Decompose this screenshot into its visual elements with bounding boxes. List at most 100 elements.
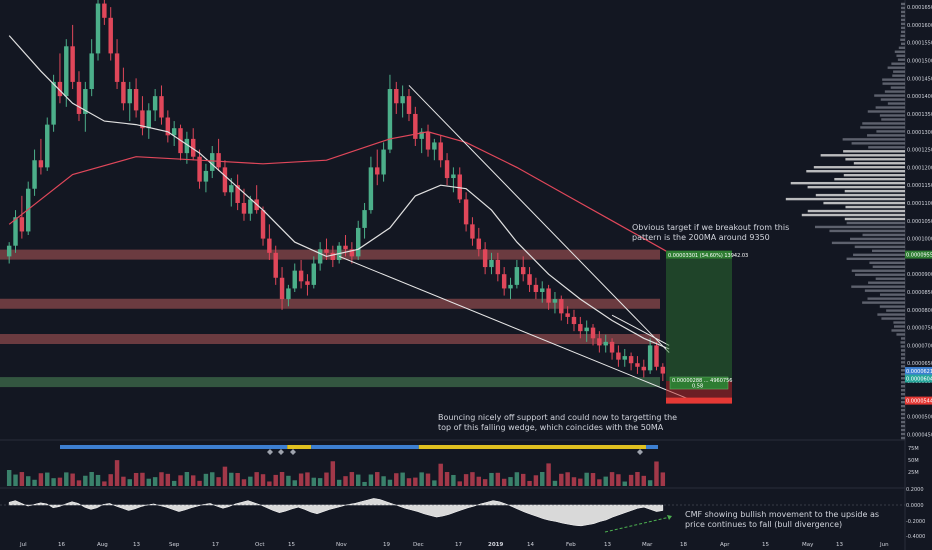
- candle-body: [317, 249, 323, 264]
- candle-body: [292, 270, 297, 289]
- profile-bar: [901, 389, 905, 392]
- volume-bar: [578, 478, 583, 486]
- profile-bar: [879, 305, 905, 308]
- volume-bar: [83, 475, 88, 486]
- candle-body: [647, 345, 653, 371]
- profile-bar: [901, 14, 905, 18]
- volume-bar: [311, 477, 317, 486]
- volume-bar: [127, 479, 132, 486]
- volume-bar: [203, 473, 209, 486]
- volume-bar: [324, 472, 329, 486]
- profile-bar: [901, 396, 905, 400]
- wedge-line: [611, 314, 670, 346]
- target-zone: [666, 254, 732, 382]
- volume-bar: [489, 472, 494, 486]
- volume-bar: [540, 472, 545, 486]
- volume-bar: [159, 472, 164, 486]
- volume-marker: [267, 449, 273, 455]
- candle-body: [438, 142, 443, 161]
- volume-bar: [248, 476, 253, 486]
- candle-body: [425, 131, 431, 150]
- profile-bar: [874, 94, 905, 97]
- candle-body: [508, 284, 513, 289]
- volume-bar: [298, 473, 304, 486]
- profile-bar: [900, 337, 905, 340]
- candle-body: [13, 217, 18, 246]
- volume-bar: [584, 472, 589, 486]
- profile-bar: [877, 313, 905, 316]
- price-tick: 0.00004500: [907, 432, 932, 438]
- candle-body: [527, 274, 532, 285]
- volume-bar: [387, 479, 393, 486]
- volume-tick: 75M: [908, 446, 919, 452]
- profile-bar: [901, 393, 905, 396]
- price-tick: 0.00014000: [907, 94, 932, 100]
- volume-bar: [628, 474, 634, 486]
- price-tick: 0.00015500: [907, 41, 932, 47]
- volume-bar: [57, 477, 63, 486]
- candle-body: [146, 110, 152, 129]
- price-tick: 0.00008500: [907, 290, 932, 296]
- price-tag-box: [905, 396, 932, 405]
- volume-bar: [406, 478, 412, 486]
- profile-bar: [881, 317, 905, 320]
- profile-bar: [875, 277, 905, 280]
- price-tag-box: [905, 374, 932, 383]
- candle-body: [584, 327, 589, 332]
- volume-bar: [121, 476, 126, 486]
- price-tick: 0.00010500: [907, 219, 932, 225]
- position-tool[interactable]: 0.00003301 (54.60%) 13942.03 0.00000288 .…: [666, 250, 748, 404]
- profile-bar: [882, 78, 905, 81]
- profile-bar: [831, 241, 905, 245]
- volume-bar: [444, 472, 450, 486]
- profile-bar: [853, 253, 905, 257]
- profile-bar: [887, 66, 905, 69]
- profile-bar: [846, 257, 905, 261]
- volume-bar: [641, 475, 647, 486]
- volume-bar: [89, 472, 94, 486]
- candle-body: [140, 110, 145, 129]
- candle-body: [184, 138, 190, 154]
- candle-body: [400, 96, 405, 104]
- volume-bar: [114, 460, 120, 486]
- time-tick: 15: [288, 542, 295, 548]
- candle-body: [552, 299, 558, 303]
- target-note: Obvious target if we breakout from this …: [632, 223, 790, 242]
- profile-bar: [891, 329, 905, 332]
- profile-bar: [901, 22, 905, 26]
- profile-bar: [867, 297, 905, 300]
- volume-tick: 50M: [908, 458, 919, 464]
- volume-bar: [305, 472, 310, 486]
- cmf-tick: 0.0000: [906, 503, 924, 509]
- profile-bar: [893, 325, 905, 328]
- trend-bar-segment: [311, 445, 419, 449]
- volume-bar: [254, 472, 259, 486]
- resistance-zone: [0, 334, 660, 345]
- volume-bar: [463, 474, 469, 486]
- profile-bar: [867, 110, 905, 113]
- volume-bar: [654, 461, 659, 486]
- candle-body: [273, 252, 278, 278]
- candle-body: [152, 96, 158, 111]
- volume-bar: [178, 475, 183, 486]
- candle-body: [628, 356, 634, 364]
- candle-body: [267, 238, 272, 253]
- candle-body: [38, 160, 44, 168]
- volume-bar: [216, 477, 221, 486]
- candle-body: [102, 3, 107, 18]
- profile-bar: [891, 62, 905, 65]
- candle-body: [635, 363, 640, 367]
- time-tick: Sep: [169, 542, 180, 548]
- volume-bar: [355, 474, 361, 486]
- volume-bar: [394, 473, 399, 486]
- candle-body: [495, 259, 501, 275]
- trend-bar-segment: [287, 445, 312, 449]
- volume-bar: [32, 479, 37, 486]
- profile-bar: [901, 424, 905, 428]
- cmf-tick: -0.2000: [906, 519, 925, 525]
- candle-body: [311, 263, 317, 285]
- time-tick: Mar: [642, 542, 653, 548]
- profile-bar: [901, 436, 905, 440]
